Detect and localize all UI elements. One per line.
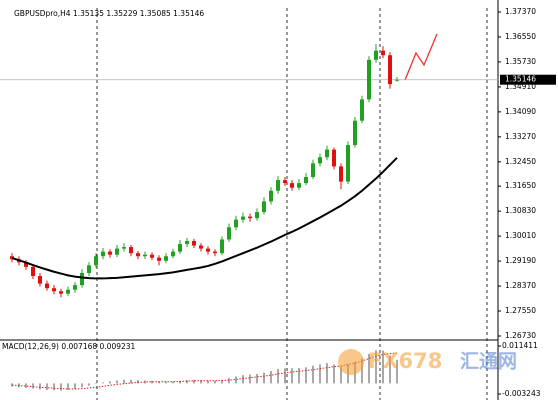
candle-body xyxy=(325,149,329,158)
candle-body xyxy=(255,212,259,219)
candle-body xyxy=(283,180,287,184)
candle-body xyxy=(318,157,322,164)
chart-title: GBPUSDpro,H4 1.35135 1.35229 1.35085 1.3… xyxy=(14,9,204,18)
indicator-y-tick-label: 0.011411 xyxy=(502,341,538,350)
candle-body xyxy=(248,216,252,219)
candle-body xyxy=(73,285,77,290)
candle-body xyxy=(346,145,350,182)
candle-body xyxy=(94,256,98,266)
candle-body xyxy=(227,227,231,240)
candle-body xyxy=(45,283,49,289)
candle-body xyxy=(143,254,147,257)
candle-body xyxy=(164,256,168,261)
candle-body xyxy=(339,166,343,182)
watermark-logo xyxy=(338,349,364,375)
candle-body xyxy=(66,289,70,294)
candle-body xyxy=(395,79,399,81)
signal-line xyxy=(11,352,398,390)
candle-body xyxy=(122,247,126,249)
y-tick-label: 1.34090 xyxy=(505,107,536,116)
candle-body xyxy=(381,50,385,56)
y-tick-label: 1.34910 xyxy=(505,82,536,91)
candle-body xyxy=(220,239,224,254)
y-tick-label: 1.29190 xyxy=(505,256,536,265)
watermark: FX678 xyxy=(368,349,442,373)
candle-body xyxy=(262,201,266,213)
candle-body xyxy=(290,183,294,188)
candle-body xyxy=(297,183,301,188)
y-tick-label: 1.33270 xyxy=(505,132,536,141)
candle-body xyxy=(388,55,392,85)
candle-body xyxy=(129,247,133,254)
candle-body xyxy=(87,265,91,273)
y-tick-label: 1.31650 xyxy=(505,181,536,190)
y-tick-label: 1.30010 xyxy=(505,231,536,240)
candle-body xyxy=(157,257,161,261)
candle-body xyxy=(10,256,14,260)
y-tick-label: 1.35730 xyxy=(505,57,536,66)
candle-body xyxy=(108,251,112,255)
candle-body xyxy=(367,59,371,100)
candle-body xyxy=(199,245,203,249)
candle-body xyxy=(269,190,273,202)
y-tick-label: 1.28370 xyxy=(505,281,536,290)
candle-body xyxy=(101,251,105,257)
candle-body xyxy=(213,251,217,254)
candle-body xyxy=(276,180,280,191)
candle-body xyxy=(38,276,42,284)
candle-body xyxy=(332,149,336,167)
candle-body xyxy=(185,240,189,245)
candle-body xyxy=(31,266,35,277)
candle-body xyxy=(150,254,154,258)
y-tick-label: 1.32450 xyxy=(505,157,536,166)
candle-body xyxy=(374,50,378,60)
last-price-box xyxy=(500,74,556,85)
indicator-title: MACD(12,26,9) 0.007168 0.009231 xyxy=(2,342,136,351)
candle-body xyxy=(171,251,175,257)
candle-body xyxy=(234,219,238,228)
candle-body xyxy=(192,240,196,246)
y-tick-label: 1.26730 xyxy=(505,331,536,340)
candle-body xyxy=(311,163,315,178)
watermark: 汇通网 xyxy=(460,351,517,373)
candle-body xyxy=(178,244,182,252)
candle-body xyxy=(360,99,364,121)
candle-body xyxy=(24,262,28,267)
last-price-label: 1.35146 xyxy=(505,75,536,84)
candle-body xyxy=(304,177,308,184)
candle-body xyxy=(80,272,84,286)
moving-average xyxy=(11,157,398,280)
y-tick-label: 1.27550 xyxy=(505,306,536,315)
y-tick-label: 1.37370 xyxy=(505,7,536,16)
candle-body xyxy=(136,253,140,257)
candle-body xyxy=(59,291,63,294)
forecast-arrow xyxy=(404,33,438,81)
candle-body xyxy=(115,248,119,255)
y-tick-label: 1.36550 xyxy=(505,32,536,41)
candle-body xyxy=(206,248,210,252)
y-tick-label: 1.30830 xyxy=(505,206,536,215)
candle-body xyxy=(241,216,245,220)
candle-body xyxy=(52,288,56,292)
candle-body xyxy=(353,120,357,146)
indicator-y-tick-label: -0.003243 xyxy=(502,389,541,398)
